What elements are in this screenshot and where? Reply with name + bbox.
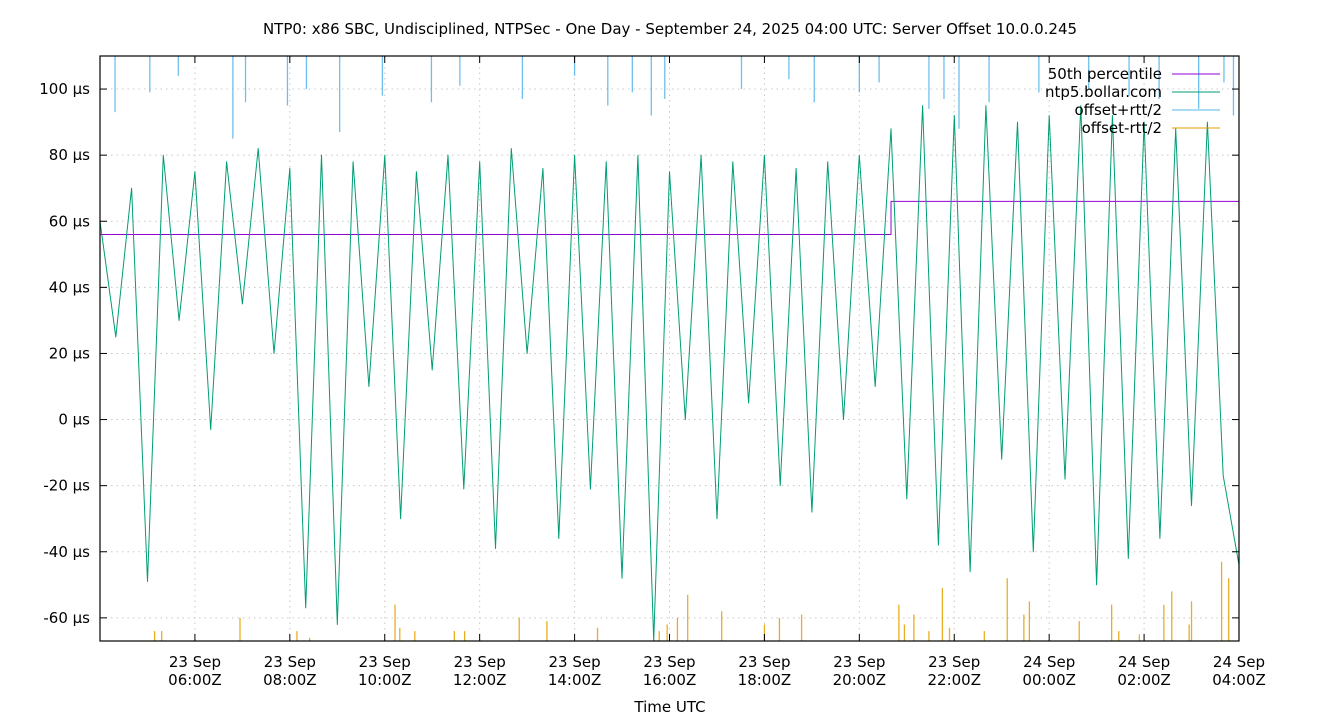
axes: 100 µs 80 µs 60 µs 40 µs 20 µs 0 µs -20 µs -40 … bbox=[39, 56, 1266, 689]
x-tick-label-date: 23 Sep bbox=[833, 653, 885, 671]
x-tick-label-date: 23 Sep bbox=[738, 653, 790, 671]
x-tick-label-date: 24 Sep bbox=[1118, 653, 1170, 671]
x-tick-label-time: 18:00Z bbox=[738, 671, 792, 689]
x-tick-label-date: 23 Sep bbox=[454, 653, 506, 671]
x-tick-label-time: 00:00Z bbox=[1022, 671, 1076, 689]
y-tick-label: 20 µs bbox=[49, 344, 90, 362]
x-tick-label-date: 23 Sep bbox=[169, 653, 221, 671]
x-tick-label-date: 24 Sep bbox=[1023, 653, 1075, 671]
x-tick-label-date: 23 Sep bbox=[928, 653, 980, 671]
y-tick-label: -40 µs bbox=[43, 543, 90, 561]
y-tick-label: -60 µs bbox=[43, 609, 90, 627]
x-tick-label-time: 04:00Z bbox=[1212, 671, 1266, 689]
x-tick-label-time: 08:00Z bbox=[263, 671, 317, 689]
legend-label: offset-rtt/2 bbox=[1082, 119, 1162, 137]
legend-label: 50th percentile bbox=[1048, 65, 1162, 83]
series-line-0 bbox=[100, 200, 1239, 235]
grid bbox=[100, 56, 1240, 641]
legend: 50th percentilentp5.bollar.comoffset+rtt… bbox=[1045, 65, 1220, 137]
x-tick-label-time: 16:00Z bbox=[643, 671, 697, 689]
legend-label: ntp5.bollar.com bbox=[1045, 83, 1162, 101]
x-tick-label-time: 22:00Z bbox=[927, 671, 981, 689]
y-tick-label: 60 µs bbox=[49, 212, 90, 230]
chart-title: NTP0: x86 SBC, Undisciplined, NTPSec - O… bbox=[263, 20, 1077, 38]
x-tick-label-date: 24 Sep bbox=[1213, 653, 1265, 671]
x-tick-label-time: 12:00Z bbox=[453, 671, 507, 689]
series-group bbox=[100, 56, 1239, 641]
y-tick-label: 80 µs bbox=[49, 146, 90, 164]
x-tick-label-date: 23 Sep bbox=[643, 653, 695, 671]
x-axis-label: Time UTC bbox=[633, 698, 705, 716]
y-tick-label: 40 µs bbox=[49, 278, 90, 296]
x-tick-label-time: 10:00Z bbox=[358, 671, 412, 689]
x-tick-label-time: 02:00Z bbox=[1117, 671, 1171, 689]
x-tick-label-time: 20:00Z bbox=[833, 671, 887, 689]
x-tick-label-time: 14:00Z bbox=[548, 671, 602, 689]
y-tick-label: 100 µs bbox=[39, 80, 90, 98]
legend-label: offset+rtt/2 bbox=[1074, 101, 1162, 119]
x-tick-label-date: 23 Sep bbox=[359, 653, 411, 671]
plot-area bbox=[100, 56, 1239, 641]
x-tick-label-date: 23 Sep bbox=[549, 653, 601, 671]
y-tick-label: -20 µs bbox=[43, 477, 90, 495]
x-tick-label-date: 23 Sep bbox=[264, 653, 316, 671]
x-tick-label-time: 06:00Z bbox=[168, 671, 222, 689]
y-tick-label: 0 µs bbox=[58, 411, 90, 429]
